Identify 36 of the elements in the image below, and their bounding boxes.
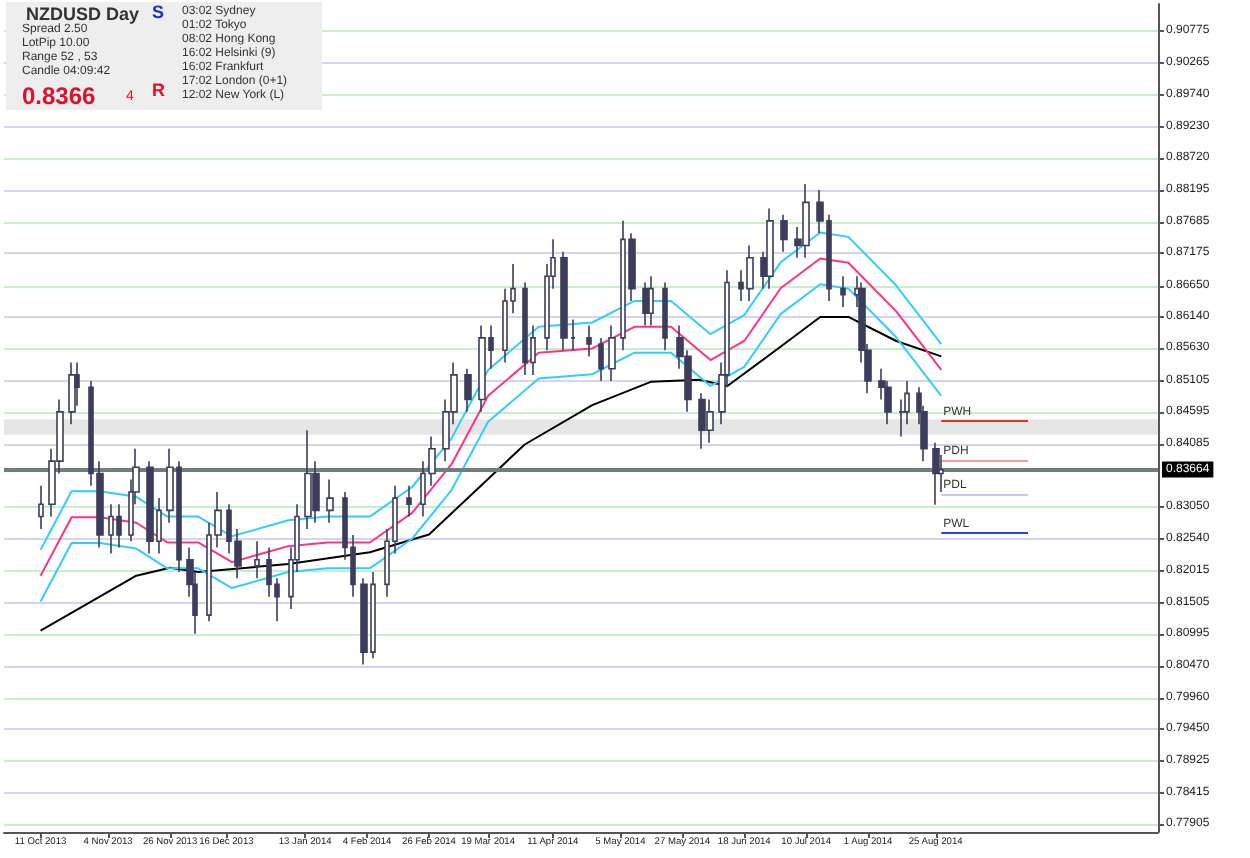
candlestick: [746, 244, 754, 302]
candlestick: [608, 324, 616, 382]
candlestick: [38, 484, 44, 530]
candlestick: [598, 337, 604, 382]
line-series: [39, 231, 943, 551]
candlestick: [360, 577, 368, 666]
candlestick: [706, 398, 714, 444]
candlestick: [766, 207, 774, 290]
line-series: [39, 315, 943, 632]
candlestick: [478, 324, 486, 413]
candlestick: [932, 441, 940, 506]
candlestick: [68, 361, 76, 425]
candlestick: [464, 367, 472, 413]
candlestick: [326, 478, 334, 524]
candlestick: [648, 275, 654, 327]
candlestick: [642, 281, 650, 327]
candlestick: [780, 213, 788, 253]
annotation: S: [152, 2, 165, 22]
annotation: R: [152, 80, 165, 100]
candlestick: [116, 503, 122, 549]
candlestick: [586, 324, 592, 358]
candlestick: [146, 460, 154, 555]
candlestick: [304, 429, 312, 530]
candlestick: [662, 281, 668, 352]
candlestick: [560, 250, 568, 352]
candlestick: [802, 183, 810, 259]
line-series: [39, 257, 943, 577]
line-series: [39, 283, 943, 603]
candlestick: [254, 540, 260, 579]
candlestick: [406, 484, 412, 518]
annotation: 0.8366: [22, 82, 96, 110]
candlestick: [108, 503, 114, 555]
candlestick: [522, 281, 528, 376]
candlestick: [698, 392, 706, 450]
chart-title: NZDUSD Day: [26, 4, 140, 24]
candlestick: [840, 275, 846, 308]
